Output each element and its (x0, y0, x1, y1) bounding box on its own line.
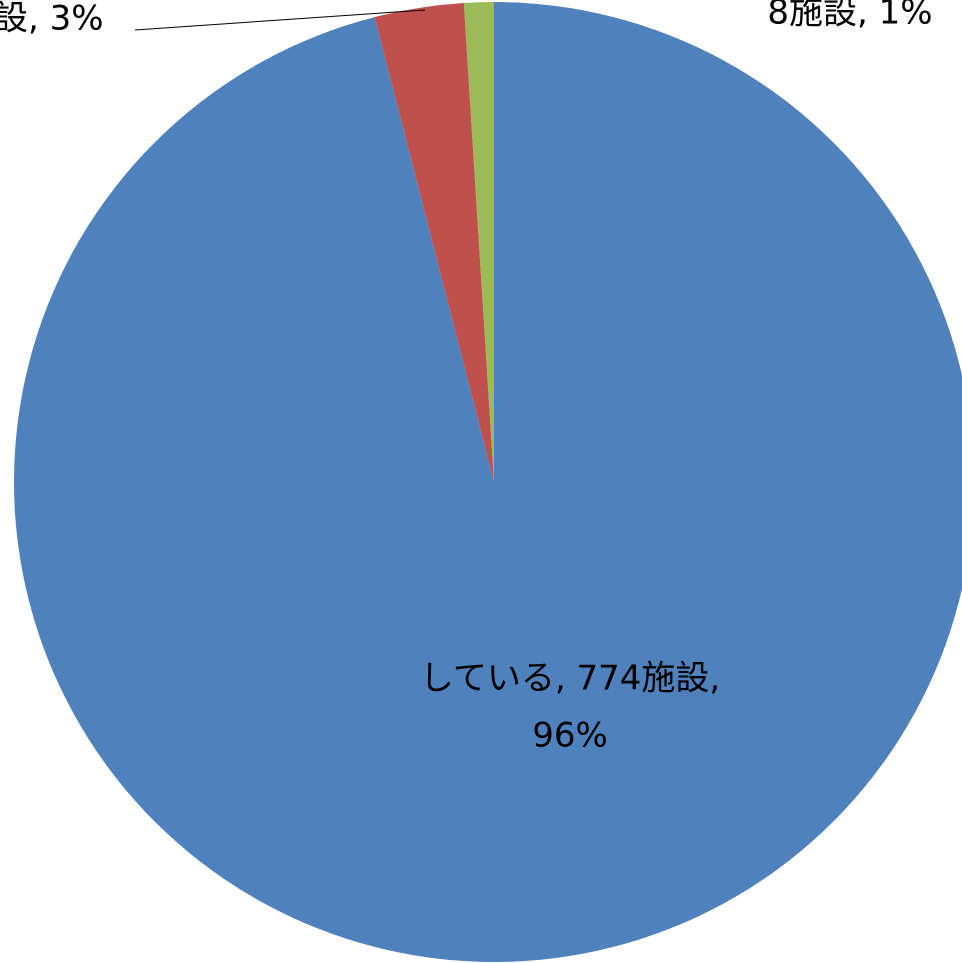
data-label: 96% (532, 716, 608, 756)
pie-slice (463, 2, 494, 482)
data-label: 8施設, 1% (767, 0, 932, 33)
leader-line (134, 9, 426, 31)
pie-slice (374, 2, 494, 482)
pie-slice (14, 2, 962, 962)
data-label: している, 774施設, (420, 659, 720, 699)
data-label: 設, 3% (0, 0, 104, 39)
